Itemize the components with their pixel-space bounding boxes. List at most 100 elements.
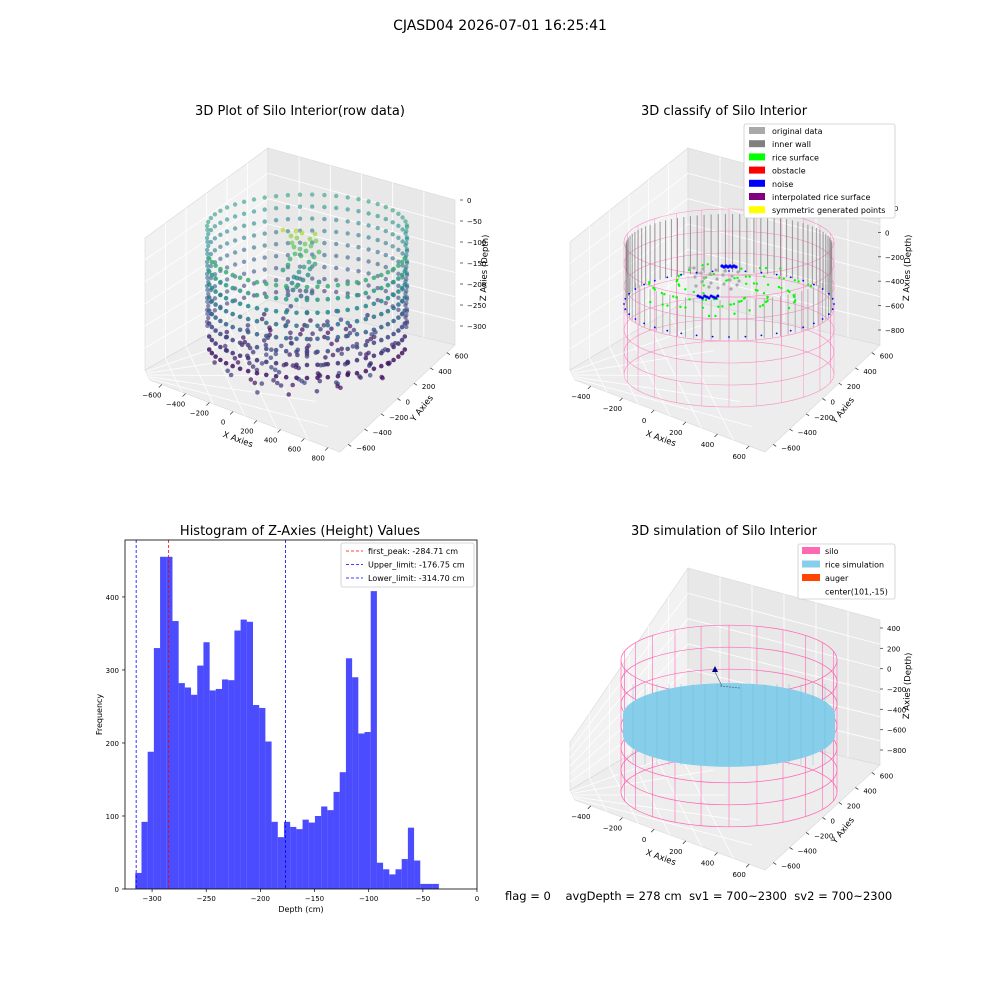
data-point bbox=[318, 326, 323, 332]
data-point bbox=[273, 295, 279, 301]
data-point bbox=[363, 290, 369, 296]
data-point bbox=[314, 389, 320, 394]
legend-label: auger bbox=[825, 574, 849, 583]
noise-point bbox=[666, 329, 669, 332]
data-point bbox=[205, 251, 210, 256]
histogram-bar bbox=[395, 869, 402, 889]
data-point bbox=[317, 378, 323, 384]
data-point bbox=[254, 305, 260, 311]
data-point bbox=[218, 318, 223, 324]
data-point bbox=[391, 357, 396, 363]
y-tick-label: 400 bbox=[863, 368, 876, 376]
noise-point bbox=[821, 288, 824, 290]
data-point bbox=[390, 256, 395, 261]
z-tick-label: −300 bbox=[467, 323, 486, 331]
data-point bbox=[385, 321, 391, 327]
data-point bbox=[322, 240, 327, 246]
data-point bbox=[396, 263, 401, 268]
histogram-bar bbox=[234, 630, 241, 889]
data-point bbox=[396, 235, 401, 240]
data-point bbox=[307, 236, 313, 242]
data-point bbox=[264, 281, 269, 287]
data-point bbox=[254, 331, 260, 337]
z-tick-label: 200 bbox=[887, 645, 900, 653]
data-point bbox=[366, 199, 371, 204]
data-point bbox=[391, 279, 396, 285]
legend-swatch bbox=[749, 140, 765, 148]
data-point bbox=[356, 197, 361, 202]
data-point bbox=[298, 253, 304, 259]
data-point bbox=[273, 254, 279, 259]
noise-point bbox=[643, 283, 645, 286]
y-tick-label: 400 bbox=[438, 368, 451, 376]
noise-point bbox=[760, 271, 763, 274]
data-point bbox=[294, 275, 300, 281]
data-point bbox=[290, 382, 296, 388]
data-point bbox=[285, 229, 291, 234]
noise-point bbox=[744, 270, 747, 273]
data-point bbox=[232, 356, 238, 361]
data-point bbox=[345, 333, 351, 339]
data-point bbox=[345, 195, 350, 200]
data-point bbox=[345, 291, 350, 296]
data-point bbox=[400, 239, 405, 244]
legend-label: inner wall bbox=[772, 140, 811, 149]
data-point bbox=[297, 192, 303, 197]
x-tick bbox=[277, 429, 281, 433]
y-tick-label: −200 bbox=[389, 414, 408, 422]
data-point bbox=[254, 292, 260, 298]
data-point bbox=[208, 263, 214, 269]
rice-surface-point bbox=[702, 292, 705, 295]
data-point bbox=[245, 290, 251, 296]
y-tick-label: −400 bbox=[373, 429, 392, 437]
data-point bbox=[399, 285, 405, 291]
data-point bbox=[264, 372, 269, 378]
data-point bbox=[294, 362, 299, 368]
y-tick-label: 0 bbox=[831, 818, 835, 826]
data-point bbox=[223, 282, 229, 288]
data-point bbox=[263, 342, 269, 348]
data-point bbox=[279, 343, 284, 349]
data-point bbox=[396, 283, 401, 288]
data-point bbox=[262, 231, 267, 236]
rice-surface-point bbox=[777, 285, 781, 289]
rice-surface-point bbox=[736, 276, 739, 280]
data-point bbox=[218, 208, 223, 213]
rice-surface-point bbox=[787, 306, 791, 310]
data-point bbox=[356, 209, 361, 214]
rice-surface-point bbox=[806, 283, 810, 286]
data-point bbox=[363, 277, 369, 283]
data-point bbox=[206, 315, 211, 321]
x-tick-label: 600 bbox=[288, 446, 301, 454]
data-point bbox=[304, 336, 310, 342]
data-point bbox=[241, 259, 247, 264]
rice-surface-point bbox=[764, 266, 768, 270]
data-point bbox=[366, 295, 371, 300]
data-point bbox=[330, 352, 336, 358]
data-point bbox=[297, 288, 303, 293]
rice-surface-point bbox=[778, 276, 781, 279]
data-point bbox=[354, 318, 360, 324]
data-point bbox=[204, 223, 210, 229]
data-point bbox=[391, 292, 396, 298]
x-tick-label: −200 bbox=[603, 825, 622, 833]
x-tick bbox=[301, 438, 305, 442]
rice-surface-point bbox=[732, 302, 736, 306]
histogram-bar bbox=[345, 658, 353, 889]
plot3-title: Histogram of Z-Axies (Height) Values bbox=[179, 524, 421, 539]
x-tick-label: −150 bbox=[305, 895, 324, 903]
data-point bbox=[251, 245, 257, 250]
data-point bbox=[358, 351, 363, 357]
x-tick-label: 200 bbox=[669, 848, 682, 856]
data-point bbox=[345, 359, 351, 365]
data-point bbox=[206, 321, 212, 326]
data-point bbox=[379, 311, 384, 317]
data-point bbox=[262, 207, 267, 212]
y-axis-label: Y Axies bbox=[408, 393, 436, 425]
data-point bbox=[316, 279, 322, 285]
rice-surface-point bbox=[677, 283, 680, 286]
data-point bbox=[316, 249, 322, 255]
data-point bbox=[363, 355, 369, 361]
data-point bbox=[285, 217, 291, 222]
